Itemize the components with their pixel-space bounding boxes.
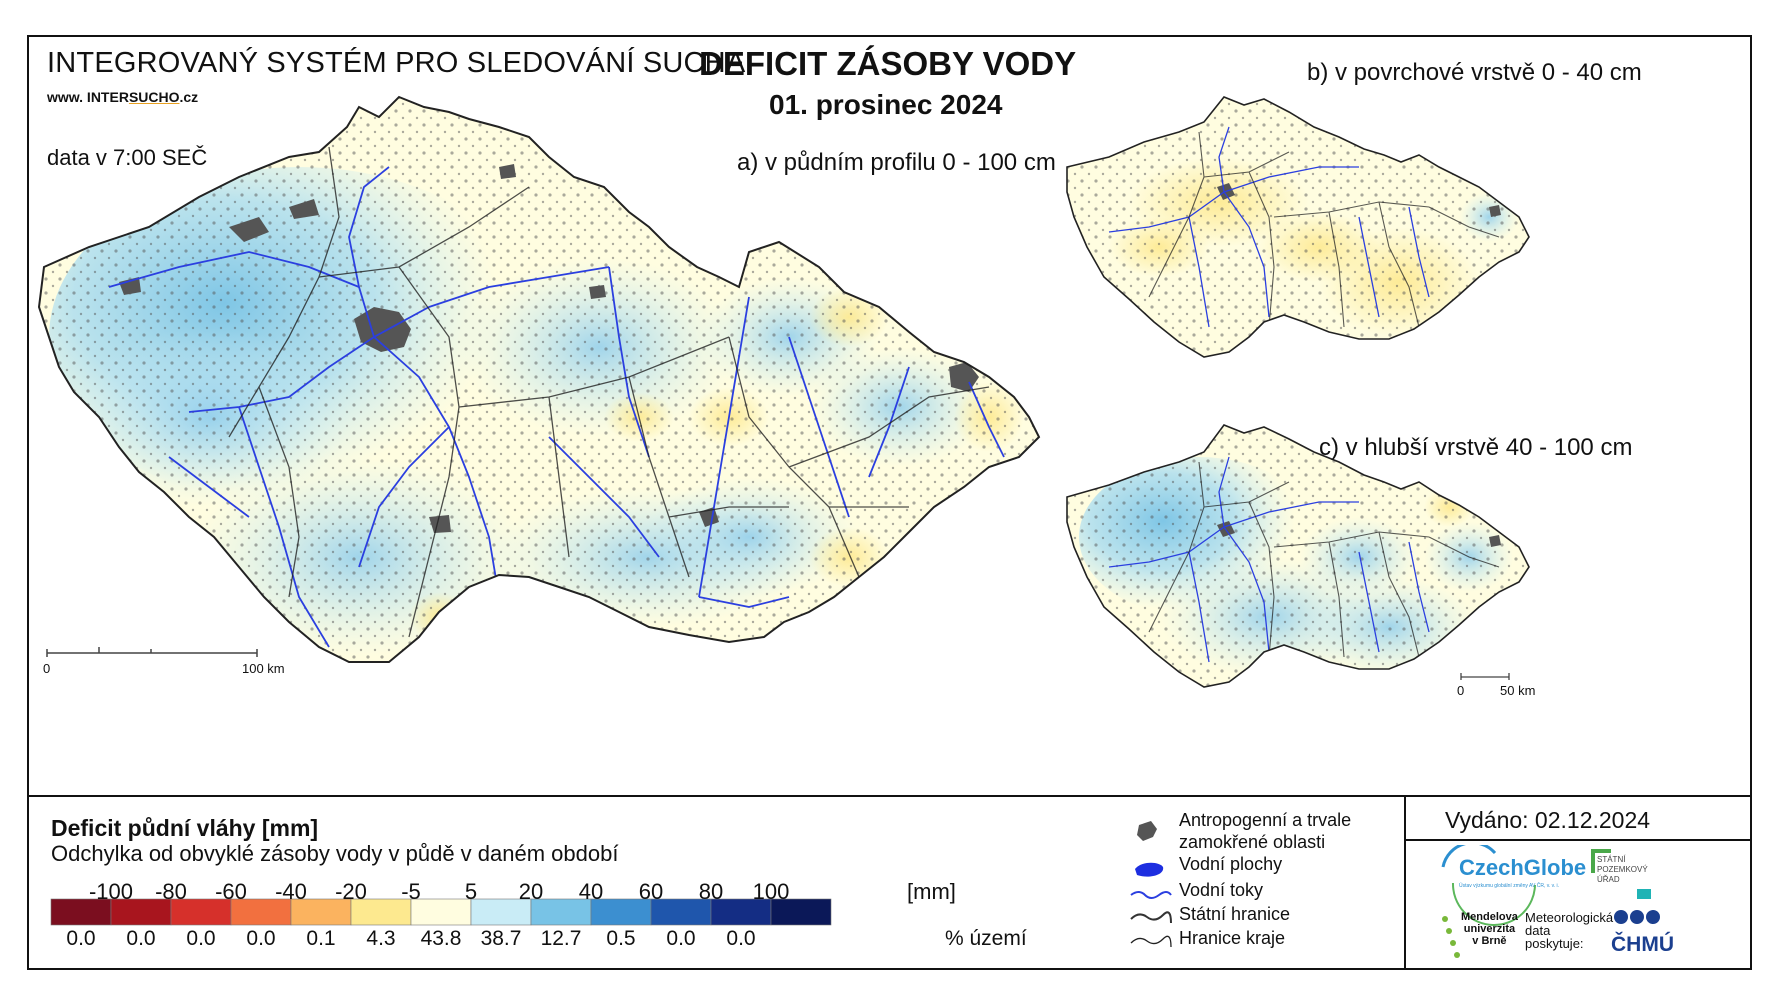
meteo-provider-label: Meteorologická data poskytuje: (1525, 911, 1613, 950)
logo-czechglobe: CzechGlobe (1459, 855, 1587, 880)
scale-a-end: 100 km (242, 661, 285, 676)
czechglobe-arc2-icon (1451, 882, 1536, 926)
water-body-icon (1135, 862, 1164, 877)
issued-date: Vydáno: 02.12.2024 (1445, 807, 1651, 833)
logo-mendel-line3: v Brně (1472, 935, 1507, 947)
logo-spu-line1: STÁTNÍ (1597, 855, 1626, 864)
meteo-line2: data (1525, 923, 1551, 938)
map-b (1067, 97, 1529, 357)
legend-color-box (110, 898, 172, 926)
symbol-urban-label: Antropogenní a trvale zamokřené oblasti (1179, 809, 1351, 853)
legend-percent-label: 0.0 (186, 927, 216, 950)
logo-mendel: Mendelova univerzita v Brně (1461, 911, 1518, 947)
legend-percent-label: 0.0 (726, 927, 756, 950)
map-c-label: c) v hlubší vrstvě 40 - 100 cm (1319, 434, 1633, 461)
legend-threshold-label: 20 (518, 879, 544, 904)
legend-percent-label: 0.0 (246, 927, 276, 950)
website-suffix: .cz (179, 89, 199, 105)
map-a-label: a) v půdním profilu 0 - 100 cm (737, 149, 1056, 176)
legend-threshold-label: -100 (88, 879, 134, 904)
region-border-icon (1130, 935, 1172, 948)
river-icon (1130, 891, 1172, 899)
legend-threshold-label: 40 (578, 879, 604, 904)
logo-shapes (1441, 845, 1660, 958)
partner-logos: CzechGlobe Ústav výzkumu globální změny … (1425, 845, 1735, 965)
legend-percent-label: 0.0 (126, 927, 156, 950)
meteo-line3: poskytuje: (1525, 936, 1584, 951)
legend-threshold-label: -40 (275, 879, 307, 904)
logo-mendel-line1: Mendelova (1461, 911, 1518, 923)
logo-spu-line2: POZEMKOVÝ (1597, 865, 1648, 874)
legend-percent-label: 0.0 (666, 927, 696, 950)
legend-threshold-label: -5 (401, 879, 421, 904)
website-link[interactable]: www. INTERSUCHO.cz (47, 89, 198, 105)
legend-color-box (230, 898, 292, 926)
spu-logo-icon (1591, 849, 1611, 853)
legend-percent-unit: % území (945, 927, 1027, 950)
legend-color-box (530, 898, 592, 926)
legend-percent-label: 0.5 (606, 927, 636, 950)
page-title: DEFICIT ZÁSOBY VODY (699, 45, 1077, 82)
legend-percent-label: 38.7 (480, 927, 522, 950)
legend-threshold-label: 100 (752, 879, 790, 904)
issued-divider (1404, 839, 1750, 841)
chmu-logo-icon (1614, 910, 1628, 924)
legend-divider (1404, 797, 1406, 968)
maps-svg (38, 96, 1530, 688)
symbol-region-border-label: Hranice kraje (1179, 928, 1286, 948)
legend-percent-label: 0.1 (306, 927, 336, 950)
logo-spu-line3: ÚŘAD (1597, 875, 1620, 884)
logo-spu: STÁTNÍ POZEMKOVÝ ÚŘAD (1597, 855, 1648, 885)
symbol-water-label: Vodní plochy (1179, 854, 1283, 874)
legend-subtitle: Odchylka od obvyklé zásoby vody v půdě v… (51, 841, 619, 866)
legend-threshold-label: -60 (215, 879, 247, 904)
legend-percent-label: 12.7 (540, 927, 582, 950)
legend-color-ramp (50, 898, 832, 926)
legend-threshold-label: -20 (335, 879, 367, 904)
symbol-urban-line2: zamokřené oblasti (1179, 832, 1326, 852)
data-time: data v 7:00 SEČ (47, 145, 208, 170)
map-b-label: b) v povrchové vrstvě 0 - 40 cm (1307, 59, 1642, 86)
scale-bar-a (46, 647, 258, 657)
legend-color-box (470, 898, 532, 926)
urban-area-icon (1137, 821, 1157, 841)
legend-color-box (650, 898, 712, 926)
legend-percent-label: 4.3 (366, 927, 396, 950)
legend-threshold-label: 5 (464, 879, 478, 904)
map-frame: INTEGROVANÝ SYSTÉM PRO SLEDOVÁNÍ SUCHA w… (27, 35, 1752, 970)
symbol-icons (1130, 821, 1172, 948)
scale-bar-c (1460, 673, 1510, 680)
legend-unit: [mm] (907, 879, 956, 904)
symbol-urban-line1: Antropogenní a trvale (1179, 810, 1352, 830)
legend-percent-label: 43.8 (420, 927, 462, 950)
legend-color-box (350, 898, 412, 926)
scale-c-end: 50 km (1500, 683, 1536, 698)
system-title: INTEGROVANÝ SYSTÉM PRO SLEDOVÁNÍ SUCHA (47, 47, 746, 79)
symbol-river-label: Vodní toky (1179, 880, 1264, 900)
scale-c-start: 0 (1457, 683, 1465, 698)
legend-title: Deficit půdní vláhy [mm] (51, 815, 319, 841)
legend-color-box (710, 898, 772, 926)
legend-threshold-label: 60 (638, 879, 664, 904)
page-date: 01. prosinec 2024 (769, 89, 1003, 120)
legend-color-box (410, 898, 472, 926)
logo-mendel-line2: univerzita (1463, 923, 1516, 935)
symbol-state-border-label: Státní hranice (1179, 904, 1291, 924)
map-panel: INTEGROVANÝ SYSTÉM PRO SLEDOVÁNÍ SUCHA w… (29, 37, 1750, 795)
legend-percent-label: 0.0 (66, 927, 96, 950)
meteo-line1: Meteorologická (1525, 910, 1614, 925)
scale-a-start: 0 (43, 661, 51, 676)
legend-panel: Deficit půdní vláhy [mm] Odchylka od obv… (29, 795, 1750, 970)
legend-color-box (590, 898, 652, 926)
website-prefix: www. INTER (47, 89, 129, 105)
logo-chmu: ČHMÚ (1611, 933, 1674, 956)
logo-czechglobe-sub: Ústav výzkumu globální změny AV ČR, v. v… (1459, 883, 1560, 889)
legend-color-box (770, 898, 832, 926)
state-border-icon (1130, 911, 1172, 924)
mendel-dots-icon (1442, 916, 1448, 922)
website-brand: SUCHO (128, 89, 180, 105)
legend-threshold-label: 80 (698, 879, 724, 904)
czechglobe-arc-icon (1441, 845, 1497, 868)
legend-threshold-label: -80 (155, 879, 187, 904)
